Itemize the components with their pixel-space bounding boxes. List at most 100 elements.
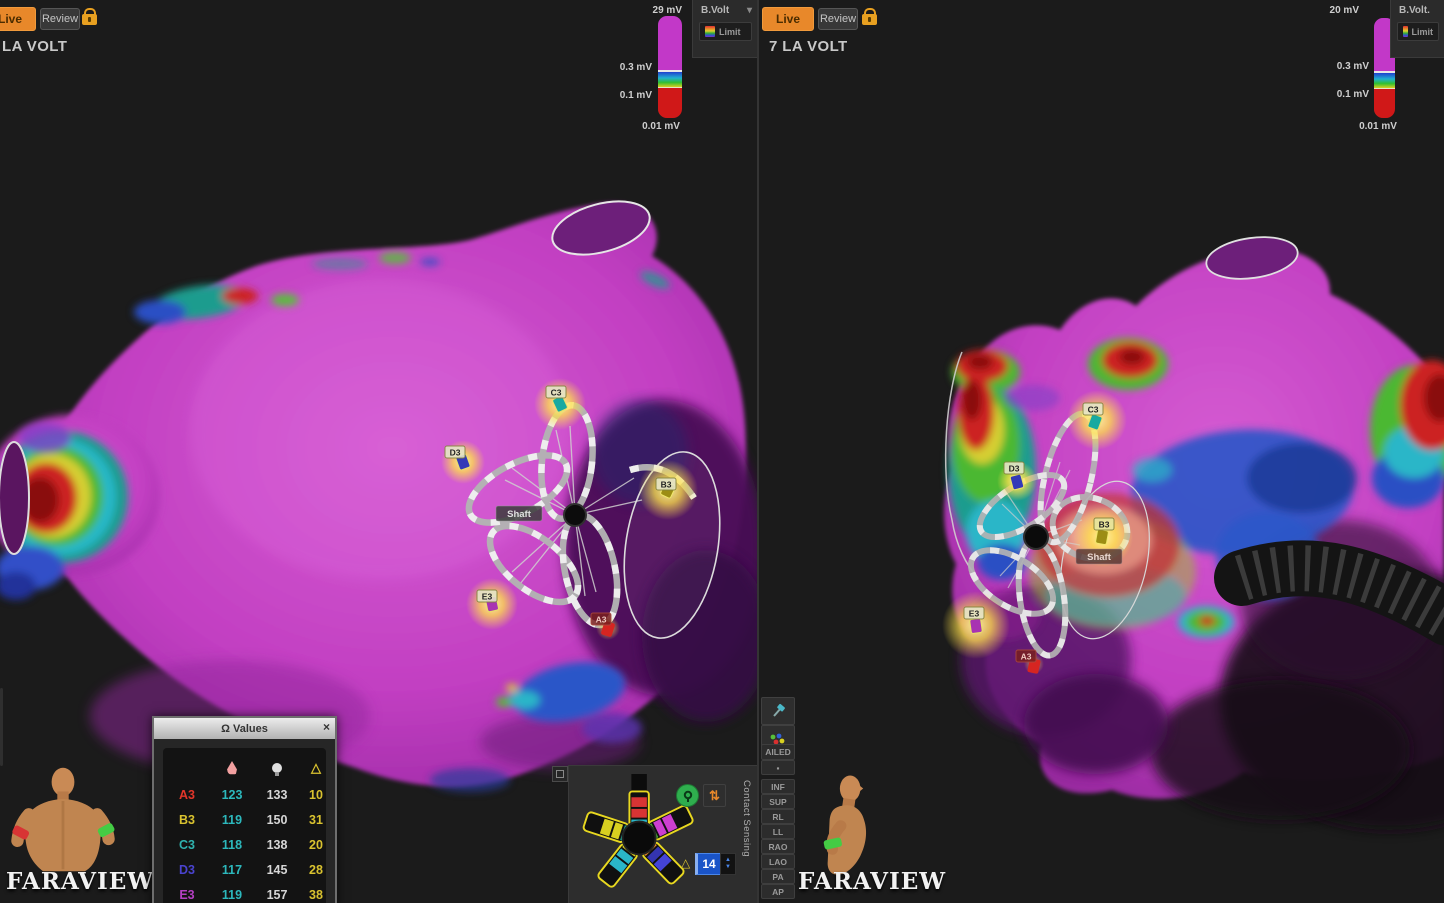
limit-button[interactable]: Limit [1397,22,1439,41]
faraview-logo: FARAVIEW [6,868,155,895]
delta-threshold-value[interactable]: 14 [695,853,721,875]
voltage-scale-bar[interactable] [658,16,682,118]
left-voltage-map-3d[interactable]: Shaft C3 D3 B3 E3 A3 [0,0,757,903]
contact-drop-icon [227,761,237,775]
right-catheter[interactable]: C3 D3 B3 E3 A3 Shaft [942,390,1163,674]
row-electrode: A3 [179,787,195,802]
view-button-lao[interactable]: LAO [761,854,795,869]
patient-orientation-figure[interactable] [8,763,118,875]
map-type-dropdown[interactable]: B.Volt. [1391,0,1444,18]
collapse-panel-button[interactable] [552,766,568,782]
shaft-label-box [1075,548,1123,565]
live-button[interactable]: Live [762,7,814,31]
right-voltage-map-3d[interactable]: C3 D3 B3 E3 A3 Shaft [758,0,1444,903]
contact-ok-indicator[interactable] [676,784,699,807]
catheter-labels: C3 D3 B3 E3 A3 Shaft [963,402,1123,663]
scale-tick-lower [1374,88,1395,89]
faraview-logo: FARAVIEW [798,868,947,895]
catheter-hub [563,503,587,527]
electrode-label-b3: B3 [661,480,672,490]
adjust-settings-icon[interactable]: ⇅ [703,784,726,807]
map-type-dropdown[interactable]: B.Volt ▾ [693,0,758,18]
scale-tick-upper [658,70,682,72]
voltage-scale-bar[interactable] [1374,18,1395,118]
view-button-ap[interactable]: AP [761,884,795,899]
lock-icon[interactable] [862,8,878,26]
view-button-pa[interactable]: PA [761,869,795,884]
view-button-rao[interactable]: RAO [761,839,795,854]
view-button-sup[interactable]: SUP [761,794,795,809]
row-signal-value: 157 [266,887,288,902]
spinner-up-icon[interactable]: ▲ [725,857,731,863]
catheter-glyph-icon [683,790,692,802]
scale-max-label: 29 mV [652,5,682,16]
map-menu: B.Volt ▾ Limit [692,0,758,58]
lock-shackle [84,8,96,18]
view-button-inf[interactable]: INF [761,779,795,794]
scale-seg-high [1374,18,1395,71]
limit-label: Limit [719,26,741,37]
left-voltage-patches [0,252,670,792]
scale-lower-label: 0.1 mV [619,90,652,101]
row-contact-value: 117 [221,862,243,877]
row-electrode: B3 [179,812,195,827]
patient-orientation-figure[interactable] [798,768,906,880]
row-electrode: D3 [179,862,195,877]
electrode-label-c3: C3 [551,388,562,398]
values-window-title: Ω Values [221,722,268,735]
scale-tick-lower [658,87,682,88]
electrode-label-e3: E3 [969,609,980,619]
limit-label: Limit [1411,26,1434,37]
catheter-status-diagram[interactable] [577,774,709,900]
row-delta-value: 20 [309,837,323,852]
left-heart-rims [0,200,651,555]
row-contact-value: 119 [221,812,243,827]
signal-bulb-icon [272,763,282,776]
left-arm-band-red [12,825,30,840]
left-catheter[interactable]: Shaft C3 D3 B3 E3 A3 [441,378,732,645]
scale-seg-high [658,16,682,70]
esophageal-probe [1214,540,1444,646]
tool-hammer-button[interactable] [761,697,795,725]
close-icon[interactable]: × [322,720,330,734]
scale-min-label: 0.01 mV [642,121,680,132]
left-edge-scrollbar[interactable] [0,688,3,766]
lock-icon[interactable] [82,8,98,26]
right-arm-band-green [97,823,115,838]
view-button-ll[interactable]: LL [761,824,795,839]
row-signal-value: 145 [266,862,288,877]
catheter-labels: Shaft C3 D3 B3 E3 A3 [444,385,677,626]
view-button-rl[interactable]: RL [761,809,795,824]
spinner-down-icon[interactable]: ▼ [725,864,731,870]
map-type-value: B.Volt. [1399,5,1430,16]
lock-slot [88,17,91,22]
table-row-a3: A3 123 133 10 [165,782,324,807]
delta-icon: △ [311,760,321,775]
electrode-label-c3: C3 [1088,405,1099,415]
scale-tick-upper [1374,71,1395,73]
value-spinner[interactable]: ▲ ▼ [720,853,736,875]
map-type-value: B.Volt [701,5,730,16]
right-map-panel: C3 D3 B3 E3 A3 Shaft Live Review [759,0,1444,903]
review-button[interactable]: Review [40,8,80,30]
limit-button[interactable]: Limit [699,22,752,41]
values-window-titlebar[interactable]: Ω Values × [154,718,335,739]
live-button[interactable]: Live [0,7,36,31]
row-signal-value: 150 [266,812,288,827]
panel-divider [757,0,759,903]
view-dot-button[interactable]: ▪ [761,760,795,775]
electrode-label-b3: B3 [1099,520,1110,530]
view-preset-button[interactable]: AILED [761,744,795,760]
contact-sensing-panel: ⇅ △ 14 ▲ ▼ Contact Sensing [568,765,759,903]
electrode-label-a3: A3 [1021,652,1032,662]
electrode-label-a3: A3 [596,615,607,625]
row-contact-value: 119 [221,887,243,902]
review-button[interactable]: Review [818,8,858,30]
arm-band-green [823,837,842,850]
row-electrode: E3 [179,887,195,902]
scale-seg-low [658,88,682,118]
electrode-label-d3: D3 [1009,464,1020,474]
scale-seg-low [1374,89,1395,118]
table-row-e3: E3 119 157 38 [165,882,324,903]
